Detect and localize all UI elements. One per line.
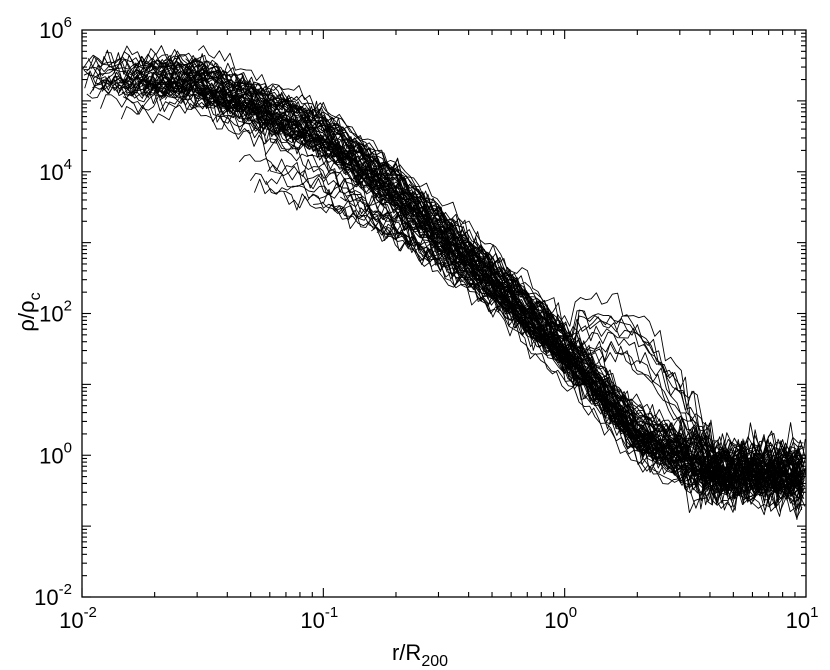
x-tick-label: 101 [786,604,819,633]
density-profile-line [109,72,806,495]
density-profile-line [138,69,803,484]
x-tick-label: 10-1 [300,604,338,633]
density-profile-line [122,93,804,512]
density-profile-line [138,53,803,475]
y-tick-label: 104 [39,156,72,185]
density-profile-line [93,62,806,484]
density-profile-line [92,64,805,492]
density-profile-line [126,69,802,493]
density-profile-line [84,67,802,493]
axis-ticks [81,30,806,598]
y-axis-label: ρ/ρc [14,292,44,331]
profile-lines [82,45,807,521]
density-profile-line [249,172,803,487]
y-tick-label: 102 [39,298,72,327]
density-profile-line [377,217,803,506]
y-tick-label: 10-2 [34,581,72,610]
density-profile-line [100,94,802,516]
density-profile-line [313,188,802,504]
density-profile-line [115,75,807,500]
density-profile-line [83,71,801,494]
density-profile-line [122,54,803,477]
density-profile-line [98,74,805,496]
x-axis-label: r/R200 [392,640,448,670]
x-tick-label: 10-2 [59,604,97,633]
density-profile-line [105,45,802,466]
y-tick-label: 106 [39,14,72,43]
tick-labels: 10-2 10-1 100 101 10-2 100 102 104 106 [34,14,818,633]
plot-frame [81,29,807,598]
y-tick-label: 100 [39,439,72,468]
density-profile-line [267,164,805,482]
x-tick-label: 100 [544,604,577,633]
